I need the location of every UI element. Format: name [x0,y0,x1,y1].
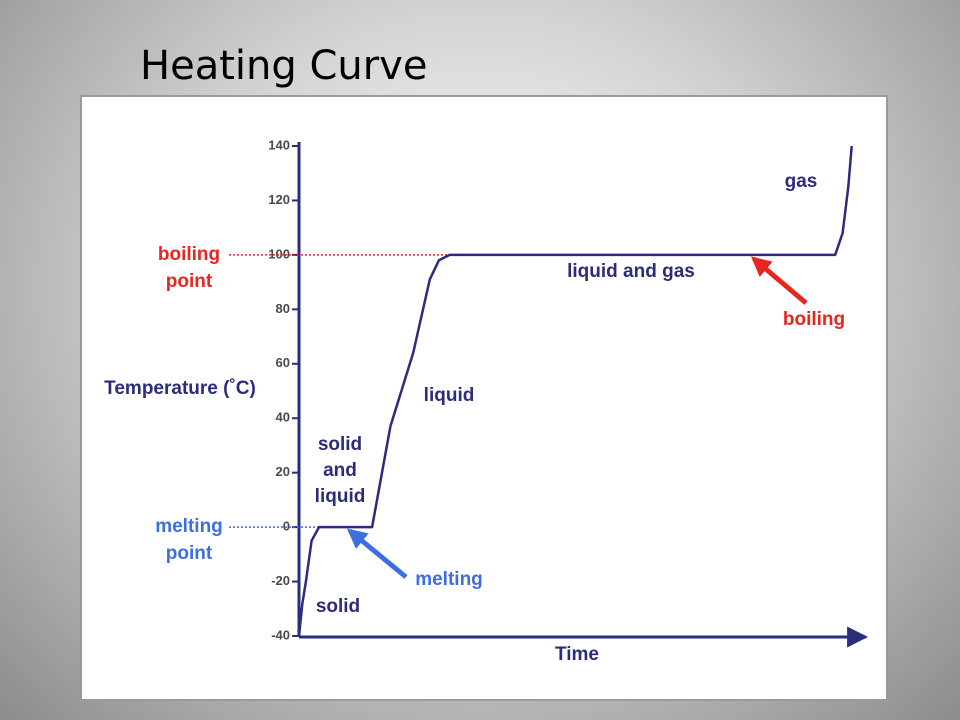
slide-title: Heating Curve [140,43,427,89]
reference-label: boiling [158,244,220,265]
arrow-label: boiling [783,309,845,330]
arrow [750,256,808,305]
reference-label: point [166,543,213,564]
chart-frame [80,95,888,701]
region-label: solid [316,596,360,617]
heating-curve [297,145,853,637]
y-tick-label: -20 [271,573,290,588]
y-tick-label: 140 [268,137,290,152]
region-label: and [323,460,357,481]
y-tick-label: 40 [276,410,290,425]
region-label: liquid [315,486,366,507]
arrow-label: melting [415,569,483,590]
reference-label: point [166,271,213,292]
y-tick-label: 20 [276,464,290,479]
reference-label: melting [155,516,223,537]
y-tick-label: 0 [283,519,290,534]
y-tick-label: 60 [276,355,290,370]
y-axis-label: Temperature (˚C) [104,378,256,399]
region-label: liquid [424,385,475,406]
region-label: liquid and gas [567,261,695,282]
y-tick-label: 80 [276,301,290,316]
region-label: solid [318,434,362,455]
y-tick-label: 100 [268,246,290,261]
x-axis-label: Time [555,644,599,665]
y-tick-label: -40 [271,627,290,642]
region-label: gas [785,171,818,192]
y-tick-label: 120 [268,192,290,207]
arrow [346,528,408,579]
